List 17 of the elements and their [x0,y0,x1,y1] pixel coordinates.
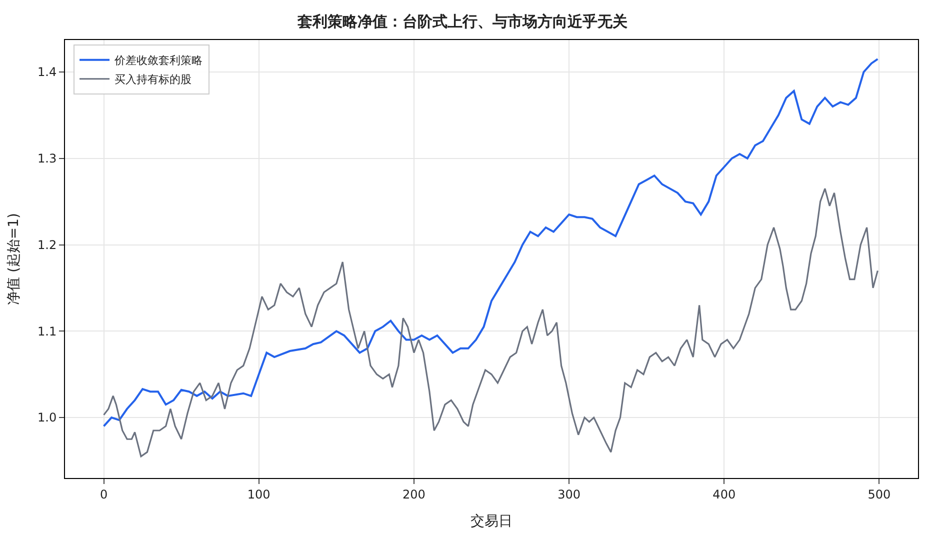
y-tick-label: 1.2 [38,238,57,252]
chart-title: 套利策略净值：台阶式上行、与市场方向近乎无关 [296,12,628,31]
y-tick-label: 1.1 [38,324,57,338]
x-tick-label: 400 [712,487,736,502]
line-series [102,188,878,458]
y-axis-title: 净值 (起始=1) [6,212,22,306]
y-tick-label: 1.0 [38,410,57,425]
x-tick-label: 200 [402,487,426,502]
x-tick-label: 500 [868,487,891,502]
legend-label: 价差收敛套利策略 [114,54,203,68]
y-tick-label: 1.4 [38,65,57,80]
x-tick-label: 0 [100,487,108,502]
x-tick-label: 300 [558,487,581,502]
x-tick-label: 100 [247,487,270,502]
legend-label: 买入持有标的股 [114,73,192,86]
x-axis-title: 交易日 [470,514,512,530]
y-tick-label: 1.3 [38,152,57,166]
